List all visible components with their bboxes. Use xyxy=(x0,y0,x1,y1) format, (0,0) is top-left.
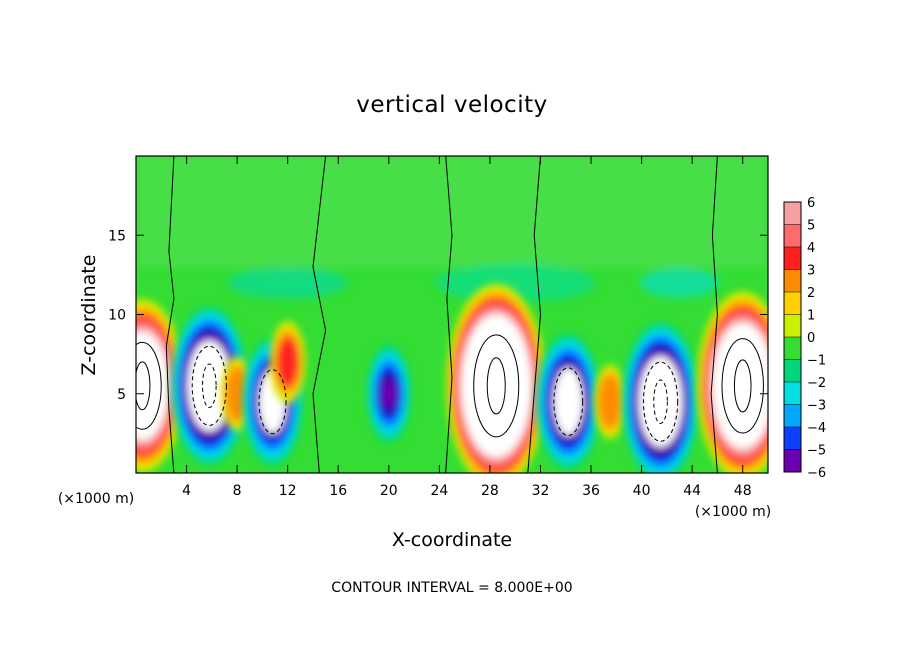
contour xyxy=(553,367,584,437)
colorbar-tick-label: −4 xyxy=(807,421,826,436)
x-tick-label: 16 xyxy=(329,483,347,499)
colorbar-tick-label: 2 xyxy=(807,286,815,301)
colorbar-tick-label: −3 xyxy=(807,399,826,414)
x-tick-label: 4 xyxy=(182,483,191,499)
colorbar-tick-label: 0 xyxy=(807,331,815,346)
downdraft-cell xyxy=(536,333,601,470)
contour xyxy=(136,341,162,430)
contour xyxy=(473,334,520,438)
x-tick-label: 12 xyxy=(279,483,297,499)
x-tick-label: 36 xyxy=(582,483,600,499)
x-axis-label: X-coordinate xyxy=(392,529,512,551)
x-axis-ticks: 4 8 12 16 20 24 28 32 36 40 44 48 xyxy=(182,156,752,499)
colorbar-tick-label: −2 xyxy=(807,376,826,391)
contour xyxy=(653,379,668,424)
updraft-cell xyxy=(594,364,626,440)
colorbar-segment xyxy=(784,382,801,405)
x-tick-label: 48 xyxy=(734,483,752,499)
y-axis-ticks: 5 10 15 xyxy=(108,228,768,403)
downdraft-cell xyxy=(171,306,248,466)
colorbar: 6 5 4 3 2 1 0 −1 −2 −3 −4 −5 −6 xyxy=(783,196,826,481)
contour xyxy=(721,338,764,434)
colorbar-tick-label: −6 xyxy=(807,466,826,481)
colorbar-segment xyxy=(784,449,801,472)
colorbar-tick-label: −5 xyxy=(807,444,826,459)
contour xyxy=(258,369,287,435)
colorbar-tick-label: −1 xyxy=(807,354,826,369)
colorbar-tick-label: 1 xyxy=(807,309,815,324)
x-tick-label: 44 xyxy=(683,483,701,499)
y-tick-label: 5 xyxy=(117,387,126,403)
updraft-cell xyxy=(446,283,547,473)
downdraft-cell xyxy=(366,344,411,443)
y-axis-units: (×1000 m) xyxy=(58,491,134,507)
colorbar-segment xyxy=(784,269,801,293)
x-tick-label: 28 xyxy=(481,483,499,499)
zero-contour xyxy=(165,156,175,473)
updraft-cell xyxy=(136,299,185,473)
colorbar-segment xyxy=(784,404,801,428)
contour-lines xyxy=(136,156,764,473)
contour xyxy=(202,363,217,409)
plot-area xyxy=(136,156,768,473)
chart-title: vertical velocity xyxy=(356,92,547,118)
zero-contour xyxy=(527,156,542,473)
updraft-cell xyxy=(269,320,306,404)
contour xyxy=(642,361,679,442)
colorbar-tick-label: 3 xyxy=(807,264,815,279)
colorbar-segment xyxy=(784,224,801,248)
downdraft-cell xyxy=(622,322,699,473)
zero-contour xyxy=(312,156,327,473)
colorbar-segment xyxy=(784,247,801,270)
updraft-cell xyxy=(696,291,768,473)
colorbar-segment xyxy=(784,202,801,225)
contour xyxy=(486,357,506,415)
x-tick-label: 8 xyxy=(233,483,242,499)
x-tick-label: 40 xyxy=(633,483,651,499)
x-tick-label: 20 xyxy=(380,483,398,499)
y-axis-label: Z-coordinate xyxy=(78,255,100,376)
colorbar-tick-label: 5 xyxy=(807,219,815,234)
contour xyxy=(733,359,752,413)
x-tick-label: 32 xyxy=(532,483,550,499)
colorbar-tick-label: 4 xyxy=(807,241,815,256)
colorbar-segment xyxy=(784,337,801,360)
colorbar-segment xyxy=(784,314,801,338)
zero-contour xyxy=(710,156,718,473)
y-tick-label: 10 xyxy=(108,308,126,324)
colorbar-segment xyxy=(784,359,801,383)
zero-contour xyxy=(445,156,453,473)
colorbar-segment xyxy=(784,427,801,450)
colorbar-tick-label: 6 xyxy=(807,196,815,211)
contour-interval-text: CONTOUR INTERVAL = 8.000E+00 xyxy=(331,580,572,596)
upper-band xyxy=(136,156,768,303)
contour xyxy=(136,361,151,411)
y-tick-label: 15 xyxy=(108,228,126,244)
x-axis-units: (×1000 m) xyxy=(695,504,771,520)
x-tick-label: 24 xyxy=(430,483,448,499)
colorbar-segment xyxy=(784,292,801,315)
contour xyxy=(191,345,227,426)
velocity-cells xyxy=(136,283,768,473)
